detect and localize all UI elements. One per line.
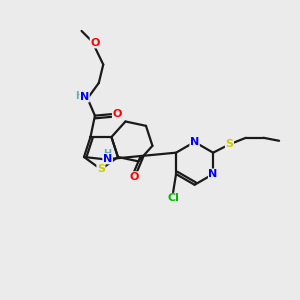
Text: N: N — [208, 169, 218, 179]
Text: S: S — [97, 164, 105, 174]
Text: O: O — [90, 38, 100, 48]
Text: N: N — [103, 154, 112, 164]
Text: H: H — [103, 149, 111, 159]
Text: Cl: Cl — [167, 194, 179, 203]
Text: N: N — [80, 92, 89, 102]
Text: N: N — [190, 137, 199, 147]
Text: H: H — [75, 91, 83, 101]
Text: S: S — [226, 140, 233, 149]
Text: O: O — [130, 172, 139, 182]
Text: O: O — [112, 109, 122, 119]
